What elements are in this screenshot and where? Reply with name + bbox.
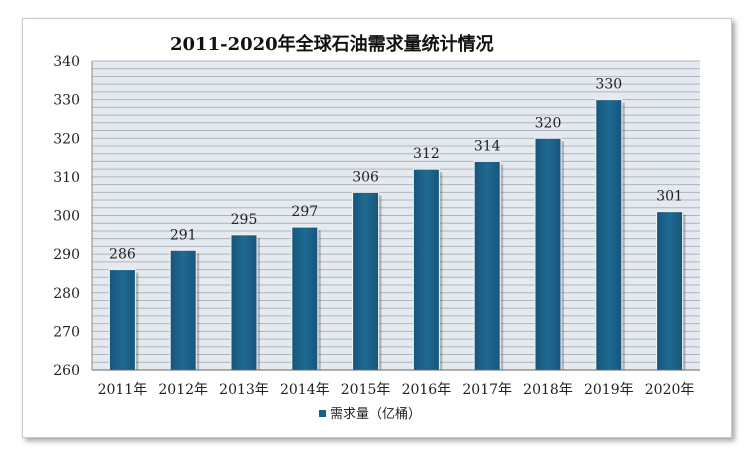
y-tick-label: 260	[53, 363, 80, 379]
data-labels: 286 291 295 297 306 312 314 320 330 301	[109, 77, 683, 263]
x-tick-label: 2016年	[402, 382, 452, 398]
y-tick-label: 290	[53, 247, 80, 263]
data-label: 330	[595, 77, 622, 93]
chart-title: 2011-2020年全球石油需求量统计情况	[170, 33, 494, 55]
bar	[473, 160, 501, 371]
legend: 需求量（亿桶）	[319, 407, 421, 422]
y-tick-label: 300	[53, 209, 80, 225]
data-label: 297	[291, 204, 318, 220]
data-label: 320	[535, 115, 562, 131]
y-tick-label: 330	[53, 93, 80, 109]
data-label: 286	[109, 247, 136, 263]
bar	[230, 234, 258, 371]
y-tick-label: 340	[53, 54, 80, 70]
x-tick-label: 2020年	[645, 382, 695, 398]
bar	[595, 99, 623, 371]
data-label: 291	[170, 227, 197, 243]
data-label: 306	[352, 169, 379, 185]
data-label: 301	[656, 189, 683, 205]
bar	[656, 211, 684, 371]
x-tick-label: 2018年	[523, 382, 573, 398]
bars	[108, 99, 686, 371]
legend-label: 需求量（亿桶）	[330, 407, 421, 422]
y-tick-label: 270	[53, 324, 80, 340]
x-tick-label: 2015年	[341, 382, 391, 398]
y-tick-label: 320	[53, 131, 80, 147]
x-tick-label: 2012年	[158, 382, 208, 398]
bar	[534, 137, 562, 371]
x-tick-label: 2011年	[98, 382, 148, 398]
x-tick-label: 2014年	[280, 382, 330, 398]
x-tick-label: 2017年	[462, 382, 512, 398]
y-axis: 260 270 280 290 300 310 320 330 340	[53, 54, 93, 379]
x-tick-label: 2013年	[219, 382, 269, 398]
data-label: 295	[231, 212, 258, 228]
bar	[169, 249, 197, 371]
bar	[412, 168, 440, 371]
y-tick-label: 310	[53, 170, 80, 186]
legend-swatch	[319, 410, 326, 417]
bar	[108, 269, 136, 371]
bar	[291, 226, 319, 371]
data-label: 314	[474, 138, 501, 154]
bar	[352, 191, 380, 371]
y-tick-label: 280	[53, 286, 80, 302]
x-axis: 2011年 2012年 2013年 2014年 2015年 2016年 2017年 2018年…	[92, 369, 700, 398]
data-label: 312	[413, 146, 440, 162]
x-tick-label: 2019年	[584, 382, 634, 398]
